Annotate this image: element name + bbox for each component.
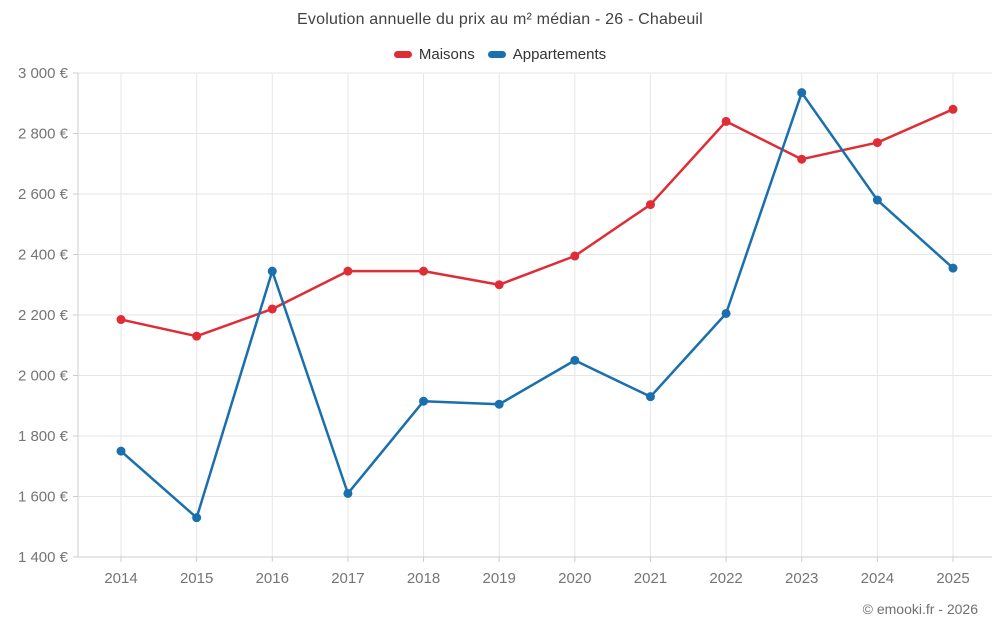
maisons-point-2016[interactable]	[267, 304, 277, 314]
appartements-point-2018[interactable]	[419, 396, 429, 406]
y-axis-label: 2 600 €	[18, 186, 69, 203]
appartements-point-2022[interactable]	[721, 308, 731, 318]
appartements-line	[119, 91, 955, 519]
y-axis-label: 2 800 €	[18, 126, 69, 143]
maisons-point-2021[interactable]	[645, 200, 655, 210]
maisons-line	[119, 108, 955, 338]
maisons-point-2014[interactable]	[116, 315, 126, 325]
appartements-point-2025[interactable]	[948, 263, 958, 273]
x-axis-label: 2015	[180, 570, 213, 587]
appartements-point-2023[interactable]	[797, 88, 807, 98]
maisons-point-2018[interactable]	[419, 266, 429, 276]
x-axis-label: 2023	[785, 570, 818, 587]
x-axis-label: 2018	[407, 570, 440, 587]
x-axis-label: 2024	[861, 570, 894, 587]
maisons-point-2015[interactable]	[192, 331, 202, 341]
x-axis-label: 2022	[709, 570, 742, 587]
maisons-point-2024[interactable]	[872, 138, 882, 148]
x-axis-label: 2014	[104, 570, 137, 587]
appartements-point-2019[interactable]	[494, 399, 504, 409]
legend-label-appartements: Appartements	[512, 46, 607, 63]
appartements-point-2017[interactable]	[343, 488, 353, 498]
legend: Maisons Appartements	[0, 46, 1000, 63]
legend-label-maisons: Maisons	[418, 46, 475, 63]
appartements-point-2015[interactable]	[192, 513, 202, 523]
appartements-point-2014[interactable]	[116, 446, 126, 456]
y-axis-label: 1 400 €	[18, 549, 69, 566]
maisons-point-2020[interactable]	[570, 251, 580, 261]
appartements-point-2021[interactable]	[645, 392, 655, 402]
chart-title: Evolution annuelle du prix au m² médian …	[297, 11, 703, 28]
maisons-point-2017[interactable]	[343, 266, 353, 276]
maisons-series-swatch-icon	[393, 51, 412, 58]
legend-item-appartements[interactable]: Appartements	[487, 46, 607, 63]
y-axis-label: 1 800 €	[18, 428, 69, 445]
y-axis-label: 2 000 €	[18, 368, 69, 385]
y-axis-label: 2 400 €	[18, 247, 69, 264]
appartements-series-swatch-icon	[487, 51, 506, 58]
appartements-point-2024[interactable]	[872, 195, 882, 205]
maisons-point-2023[interactable]	[797, 154, 807, 164]
appartements-point-2016[interactable]	[267, 266, 277, 276]
x-axis-label: 2020	[558, 570, 591, 587]
x-axis-label: 2021	[634, 570, 667, 587]
credit-text: © emooki.fr - 2026	[862, 601, 978, 617]
x-axis-label: 2017	[331, 570, 364, 587]
y-axis-label: 1 600 €	[18, 489, 69, 506]
maisons-point-2019[interactable]	[494, 280, 504, 290]
legend-item-maisons[interactable]: Maisons	[393, 46, 475, 63]
maisons-point-2025[interactable]	[948, 104, 958, 114]
maisons-point-2022[interactable]	[721, 116, 731, 126]
x-axis-label: 2016	[256, 570, 289, 587]
y-axis-label: 2 200 €	[18, 307, 69, 324]
x-axis-label: 2019	[482, 570, 515, 587]
y-axis-label: 3 000 €	[18, 65, 69, 82]
appartements-point-2020[interactable]	[570, 355, 580, 365]
x-axis-label: 2025	[936, 570, 969, 587]
